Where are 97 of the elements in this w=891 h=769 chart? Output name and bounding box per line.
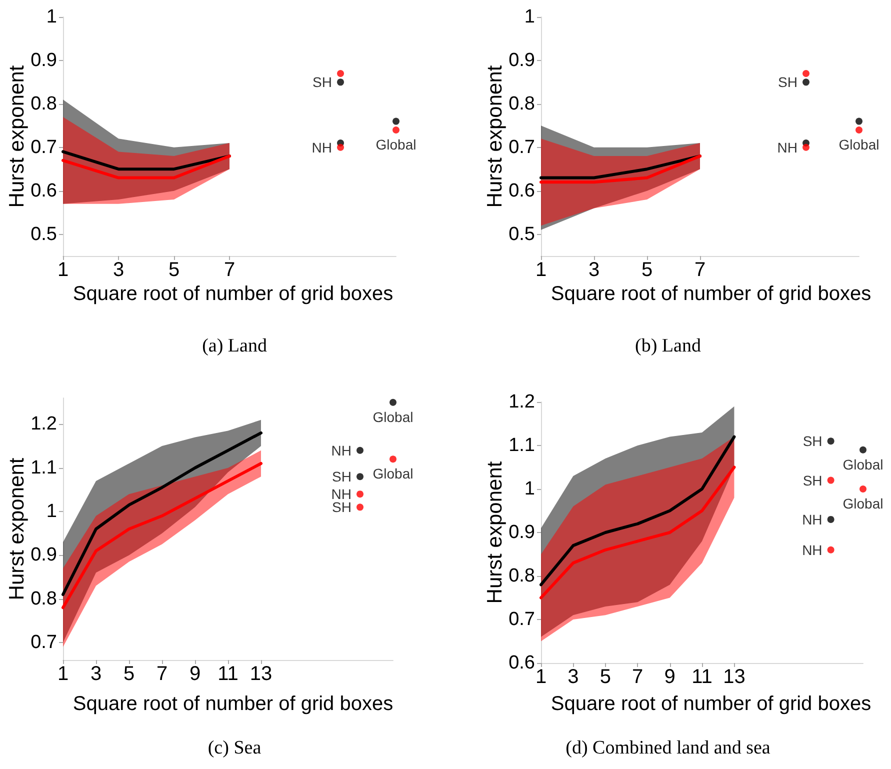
y-tick-label: 1.1 xyxy=(30,457,57,478)
y-tick-label: 0.7 xyxy=(508,136,535,158)
point xyxy=(827,516,834,523)
y-tick-label: 0.6 xyxy=(508,180,535,202)
line-series xyxy=(62,431,262,596)
point xyxy=(392,126,400,134)
point xyxy=(860,486,866,492)
x-tick-label: 5 xyxy=(641,259,653,281)
x-axis-title: Square root of number of grid boxes xyxy=(550,693,872,715)
point xyxy=(390,398,396,406)
point xyxy=(356,446,364,454)
y-tick-label: 1 xyxy=(46,501,57,522)
y-tick-label: 0.8 xyxy=(30,588,57,610)
x-tick-label: 5 xyxy=(168,259,180,281)
point xyxy=(356,473,364,480)
x-axis-title: Square root of number of grid boxes xyxy=(550,283,872,305)
y-tick-label: 0.6 xyxy=(508,652,535,674)
point xyxy=(356,490,364,498)
y-tick-label: 1 xyxy=(524,6,535,28)
x-tick-label: 13 xyxy=(723,666,746,688)
text: (a) Land xyxy=(202,336,268,356)
x-tick-label: 7 xyxy=(224,259,236,281)
y-axis-title: Hurst exponent xyxy=(6,65,28,208)
data-label: SH xyxy=(778,74,798,90)
x-tick-label: 7 xyxy=(694,259,706,281)
point xyxy=(802,70,810,77)
point xyxy=(392,118,400,125)
x-tick-label: 11 xyxy=(692,666,712,688)
point xyxy=(337,70,344,77)
data-label: NH xyxy=(802,511,822,528)
point xyxy=(856,118,862,125)
data-label: Global xyxy=(838,136,880,152)
data-label: Global xyxy=(372,466,414,482)
point xyxy=(827,438,834,445)
y-tick-label: 0.8 xyxy=(508,566,535,586)
data-label: NH xyxy=(802,542,822,558)
x-tick-label: 7 xyxy=(632,666,644,688)
data-label: NH xyxy=(331,442,352,458)
data-label: Global xyxy=(372,408,414,425)
point xyxy=(827,476,834,484)
data-label: SH xyxy=(802,472,822,488)
data-label: Global xyxy=(842,496,884,512)
x-tick-label: 9 xyxy=(189,663,201,685)
y-tick-label: 1.1 xyxy=(508,435,535,456)
x-axis-title: Square root of number of grid boxes xyxy=(72,693,394,715)
x-tick-label: 5 xyxy=(600,666,611,688)
y-tick-label: 0.7 xyxy=(30,632,57,654)
x-axis-title: Square root of number of grid boxes xyxy=(72,283,394,305)
x-tick-label: 3 xyxy=(112,259,124,281)
point xyxy=(356,504,364,511)
x-tick-label: 3 xyxy=(568,666,579,688)
y-tick-label: 1 xyxy=(46,6,57,28)
x-tick-label: 13 xyxy=(250,663,272,685)
data-label: NH xyxy=(312,139,332,156)
y-tick-label: 0.9 xyxy=(30,544,57,566)
text: (b) Land xyxy=(635,336,702,356)
y-axis-title: Hurst exponent xyxy=(6,458,28,600)
y-tick-label: 1.2 xyxy=(30,414,57,435)
line-series xyxy=(62,462,262,610)
point xyxy=(337,78,344,86)
data-label: SH xyxy=(332,468,352,485)
text: (c) Sea xyxy=(208,738,262,758)
y-tick-label: 1 xyxy=(524,478,535,500)
point xyxy=(860,446,866,454)
y-tick-label: 0.8 xyxy=(508,93,535,114)
y-tick-label: 0.8 xyxy=(30,93,57,114)
point xyxy=(337,144,344,151)
y-tick-label: 0.5 xyxy=(508,224,535,245)
x-tick-label: 3 xyxy=(90,663,102,685)
y-axis-title: Hurst exponent xyxy=(484,65,506,208)
x-tick-label: 3 xyxy=(588,259,600,281)
data-label: NH xyxy=(777,139,798,156)
x-tick-label: 11 xyxy=(218,663,238,685)
point xyxy=(827,546,834,554)
y-tick-label: 0.6 xyxy=(30,180,57,202)
point xyxy=(390,456,396,463)
point xyxy=(802,78,810,86)
y-axis-title: Hurst exponent xyxy=(484,461,506,604)
line-series xyxy=(540,466,736,600)
y-tick-label: 0.7 xyxy=(508,609,535,630)
y-tick-label: 0.9 xyxy=(30,50,57,71)
data-label: Global xyxy=(376,136,416,152)
text: (d) Combined land and sea xyxy=(566,738,771,758)
y-tick-label: 0.9 xyxy=(508,50,535,71)
point xyxy=(802,144,810,151)
y-tick-label: 0.9 xyxy=(508,522,535,543)
y-tick-label: 1.2 xyxy=(508,392,535,412)
y-tick-label: 0.5 xyxy=(30,224,57,245)
line-series xyxy=(540,435,736,586)
data-label: SH xyxy=(312,74,332,90)
x-tick-label: 9 xyxy=(664,666,676,688)
x-tick-label: 5 xyxy=(123,663,135,685)
data-label: SH xyxy=(802,433,822,450)
point xyxy=(856,126,862,134)
x-tick-label: 7 xyxy=(156,663,168,685)
data-label: Global xyxy=(842,456,884,472)
y-tick-label: 0.7 xyxy=(30,136,57,158)
